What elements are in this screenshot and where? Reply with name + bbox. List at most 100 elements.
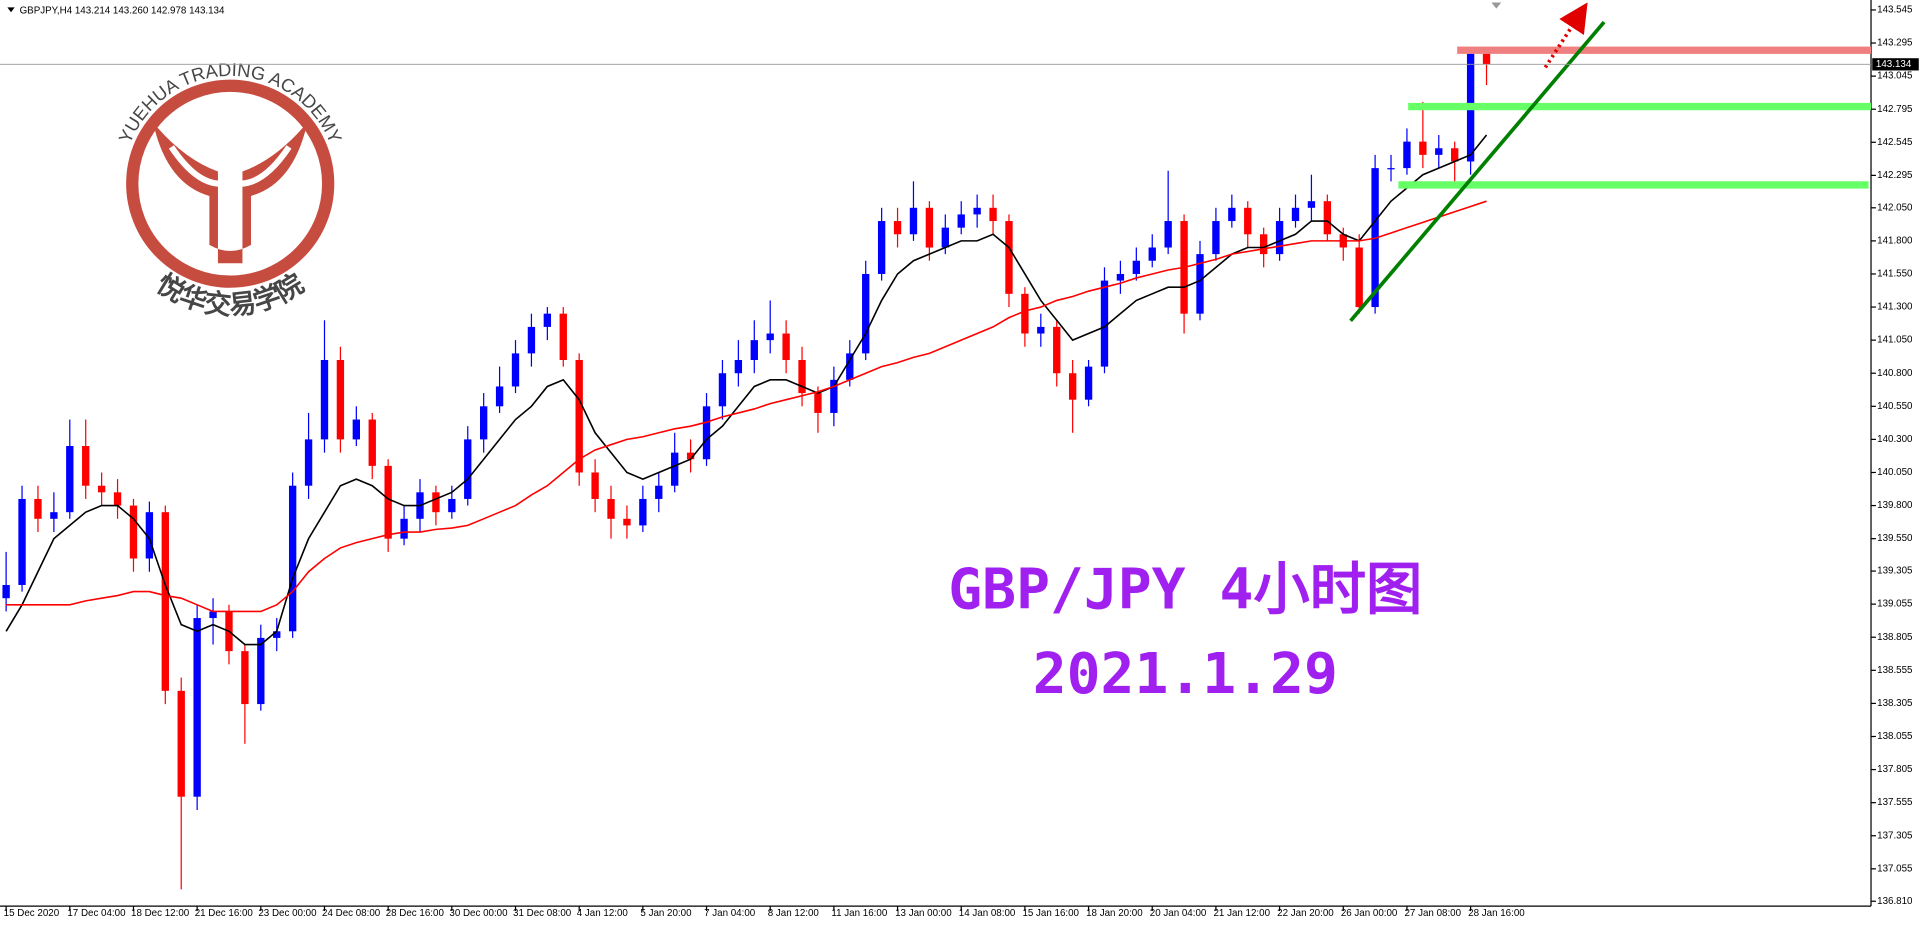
candle-body xyxy=(1132,260,1140,274)
candle-body xyxy=(432,492,440,513)
y-tick-label: 139.305 xyxy=(1877,566,1913,577)
candle-body xyxy=(304,439,313,486)
resistance-zone xyxy=(1457,46,1872,54)
candle-body xyxy=(400,518,408,539)
candle-body xyxy=(464,439,472,499)
candle-body xyxy=(129,505,138,559)
candle-body xyxy=(846,353,854,380)
candle-body xyxy=(1037,326,1045,334)
candle-body xyxy=(511,353,520,387)
candle-body xyxy=(2,584,10,599)
candle-body xyxy=(1403,141,1411,169)
logo-detail xyxy=(168,145,292,187)
candle-body xyxy=(368,419,376,466)
x-tick-label: 13 Jan 00:00 xyxy=(895,908,952,919)
candle-body xyxy=(320,359,329,440)
y-tick-label: 142.050 xyxy=(1877,202,1913,213)
y-tick-label: 138.055 xyxy=(1877,731,1913,742)
candle-body xyxy=(686,452,695,460)
candle-body xyxy=(798,359,806,394)
candle-body xyxy=(1291,207,1300,222)
candle-body xyxy=(1307,201,1316,208)
y-tick-label: 141.300 xyxy=(1877,302,1913,313)
y-tick-label: 140.800 xyxy=(1877,368,1913,379)
candle-body xyxy=(782,333,790,360)
y-tick-label: 142.545 xyxy=(1877,137,1913,148)
candle-body xyxy=(97,485,106,493)
y-tick-label: 138.555 xyxy=(1877,665,1913,676)
y-tick-label: 141.550 xyxy=(1877,269,1913,280)
x-tick-label: 27 Jan 08:00 xyxy=(1404,908,1461,919)
candle-body xyxy=(607,498,615,519)
candle-body xyxy=(1260,234,1268,255)
x-tick-label: 15 Dec 2020 xyxy=(4,908,60,919)
candle-body xyxy=(591,472,599,499)
overlay-date: 2021.1.29 xyxy=(1033,642,1338,707)
y-tick-label: 139.055 xyxy=(1877,599,1913,610)
candle-body xyxy=(257,637,265,705)
x-tick-label: 20 Jan 04:00 xyxy=(1150,908,1207,919)
y-tick-label: 139.550 xyxy=(1877,533,1913,544)
overlay-title: GBP/JPY 4小时图 xyxy=(948,558,1422,623)
y-tick-label: 137.305 xyxy=(1877,830,1913,841)
candle-body xyxy=(18,498,26,585)
y-tick-label: 141.800 xyxy=(1877,235,1913,246)
x-tick-label: 18 Dec 12:00 xyxy=(131,908,190,919)
x-tick-label: 23 Dec 00:00 xyxy=(258,908,317,919)
candle-body xyxy=(814,393,822,413)
candle-body xyxy=(384,465,392,539)
axes: 143.545 143.295 143.045 142.795 142.545 142.2… xyxy=(0,5,1919,919)
x-tick-label: 5 Jan 20:00 xyxy=(640,908,692,919)
x-tick-label: 17 Dec 04:00 xyxy=(67,908,126,919)
y-tick-label: 142.795 xyxy=(1877,104,1913,115)
candle-body xyxy=(1084,366,1093,400)
candle-body xyxy=(273,631,281,638)
candle-body xyxy=(989,207,997,222)
candle-body xyxy=(495,386,504,407)
candle-body xyxy=(1419,141,1427,155)
candle-body xyxy=(1275,221,1284,255)
candle-body xyxy=(702,406,711,460)
candle-body xyxy=(145,512,154,559)
candle-body xyxy=(336,359,345,440)
candle-body xyxy=(352,419,360,440)
moving-average xyxy=(6,200,1487,613)
candle-body xyxy=(973,207,981,215)
candle-body xyxy=(1148,247,1156,261)
x-tick-label: 22 Jan 20:00 xyxy=(1277,908,1334,919)
candle-body xyxy=(1021,293,1029,334)
candle-body xyxy=(527,326,536,354)
x-tick-label: 24 Dec 08:00 xyxy=(322,908,381,919)
y-tick-label: 143.545 xyxy=(1877,5,1913,16)
candle-body xyxy=(623,518,631,526)
y-tick-label: 140.050 xyxy=(1877,467,1913,478)
y-tick-label: 137.805 xyxy=(1877,764,1913,775)
candle-body xyxy=(1005,221,1013,294)
x-tick-label: 30 Dec 00:00 xyxy=(449,908,508,919)
candle-body xyxy=(1164,221,1172,248)
y-tick-label: 136.810 xyxy=(1877,896,1913,907)
plot xyxy=(2,47,1491,890)
y-tick-label: 137.555 xyxy=(1877,797,1913,808)
candle-body xyxy=(766,333,774,341)
x-tick-label: 21 Jan 12:00 xyxy=(1213,908,1270,919)
candle-body xyxy=(1100,280,1109,367)
x-tick-label: 26 Jan 00:00 xyxy=(1341,908,1398,919)
candle-body xyxy=(1323,201,1332,235)
candle-body xyxy=(718,373,727,407)
y-tick-label: 142.295 xyxy=(1877,170,1913,181)
x-tick-label: 14 Jan 08:00 xyxy=(959,908,1016,919)
candle-body xyxy=(877,221,886,274)
candle-body xyxy=(34,498,42,519)
candle-body xyxy=(66,446,74,513)
y-tick-label: 137.055 xyxy=(1877,863,1913,874)
y-tick-label: 138.305 xyxy=(1877,698,1913,709)
candle-body xyxy=(1196,254,1204,314)
shift-marker xyxy=(1491,2,1502,9)
candle-body xyxy=(925,207,934,248)
candle-body xyxy=(655,485,663,499)
candle-body xyxy=(113,492,122,506)
x-tick-label: 4 Jan 12:00 xyxy=(577,908,629,919)
